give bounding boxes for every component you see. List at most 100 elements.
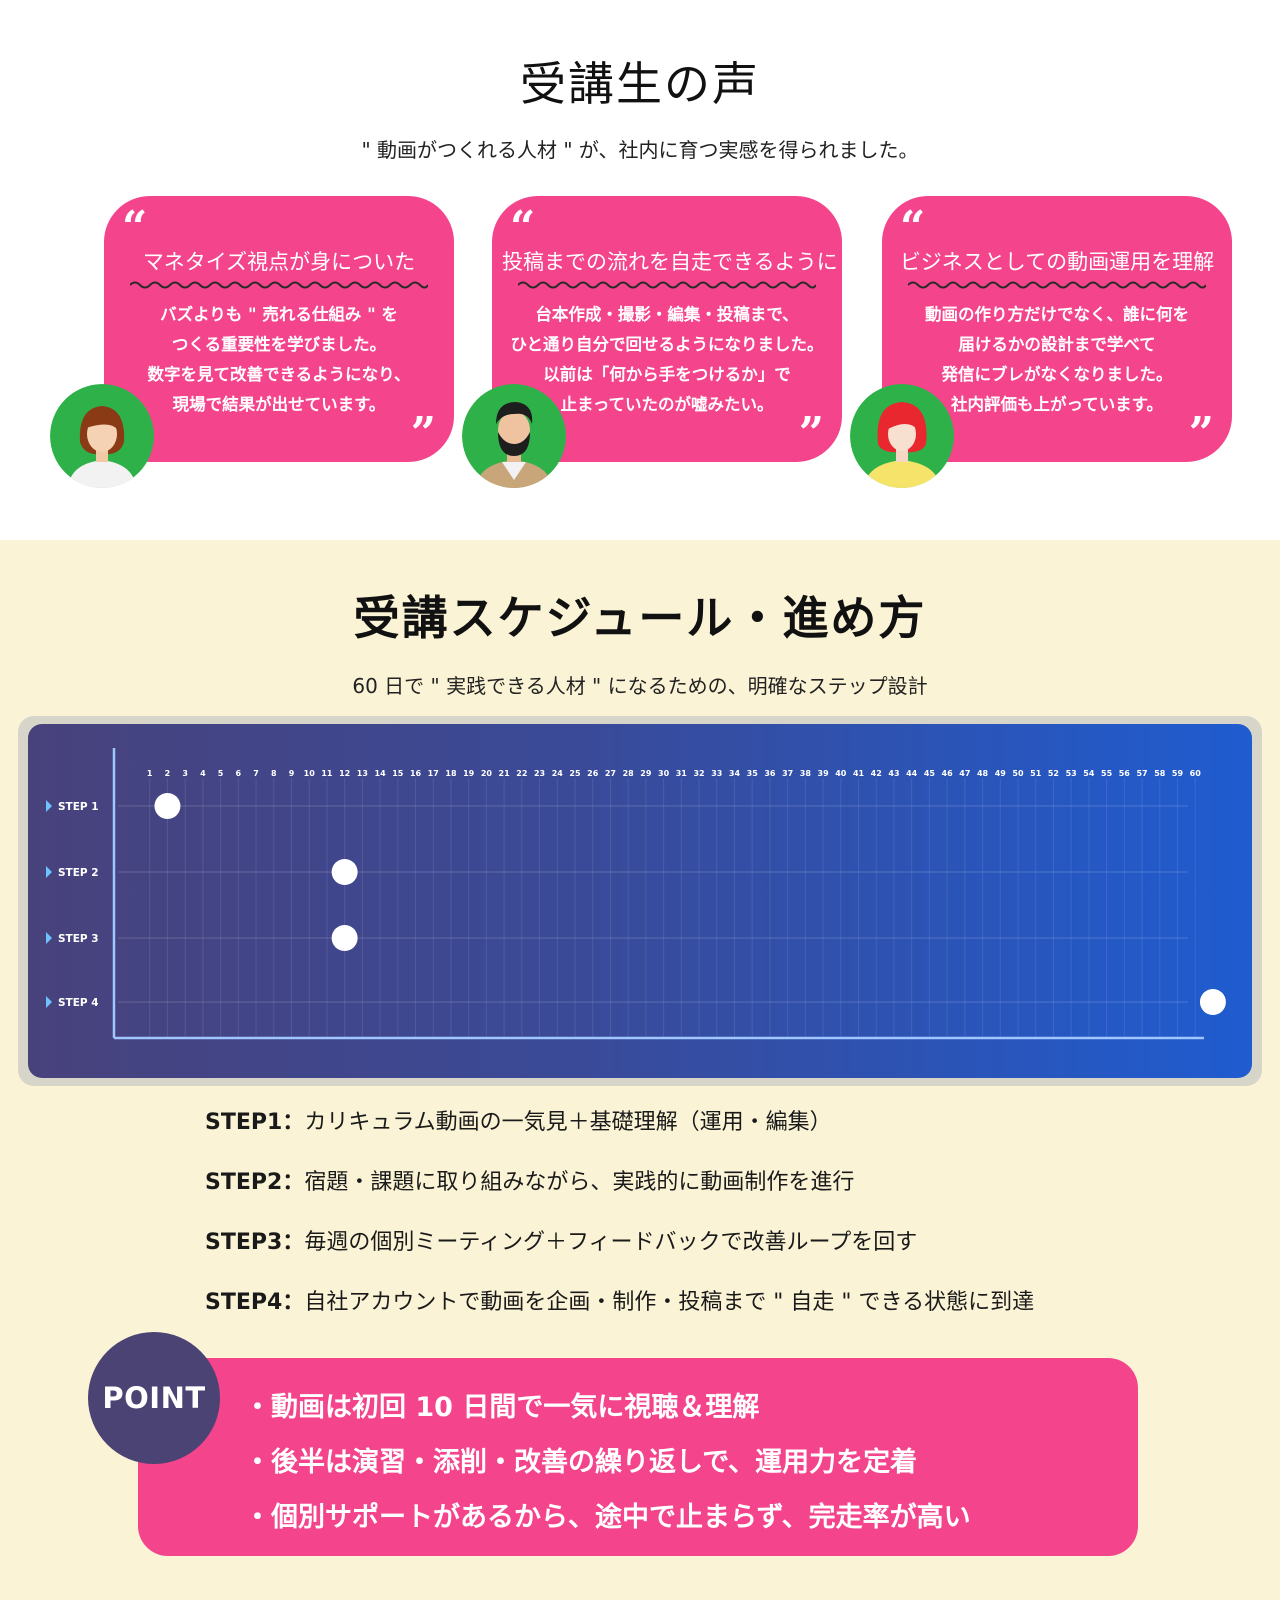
wavy-underline-icon — [518, 281, 816, 289]
testimonial-line: 台本作成・撮影・編集・投稿まで、 — [535, 305, 799, 324]
tick-label: 50 — [1012, 769, 1024, 778]
tick-label: 4 — [200, 769, 206, 778]
testimonial-heading: マネタイズ視点が身についた — [142, 250, 416, 274]
testimonial-line: 現場で結果が出せています。 — [172, 395, 386, 414]
man-beard-icon — [462, 384, 566, 488]
testimonial-card: “ マネタイズ視点が身についた バズよりも " 売れる仕組み " を つくる重要… — [104, 196, 454, 462]
testimonial-line: 動画の作り方だけでなく、誰に何を — [925, 305, 1189, 324]
point-list: ・動画は初回 10 日間で一気に視聴＆理解 ・後半は演習・添削・改善の繰り返しで… — [244, 1380, 971, 1545]
tick-label: 22 — [516, 769, 527, 778]
tick-label: 42 — [871, 769, 882, 778]
point-box: ・動画は初回 10 日間で一気に視聴＆理解 ・後半は演習・添削・改善の繰り返しで… — [138, 1358, 1138, 1556]
play-arrow-icon — [46, 932, 52, 944]
testimonial-line: 止まっていたのが嘘みたい。 — [560, 395, 774, 414]
gantt-start-marker — [331, 859, 358, 885]
tick-label: 24 — [552, 769, 564, 778]
tick-label: 47 — [959, 769, 970, 778]
tick-label: 41 — [853, 769, 865, 778]
tick-label: 17 — [428, 769, 439, 778]
tick-label: 10 — [304, 769, 316, 778]
tick-label: 58 — [1154, 769, 1166, 778]
tick-label: 23 — [534, 769, 545, 778]
tick-label: 40 — [835, 769, 847, 778]
tick-label: 32 — [693, 769, 704, 778]
tick-label: 18 — [445, 769, 457, 778]
point-badge: POINT — [88, 1332, 220, 1464]
testimonial-line: つくる重要性を学びました。 — [171, 335, 387, 354]
testimonials-section: 受講生の声 " 動画がつくれる人材 " が、社内に育つ実感を得られました。 “ … — [0, 0, 1280, 540]
tick-label: 37 — [782, 769, 793, 778]
testimonial-heading: 投稿までの流れを自走できるように — [502, 250, 838, 274]
tick-label: 55 — [1101, 769, 1113, 778]
tick-label: 1 — [147, 769, 153, 778]
woman-red-hair-icon — [850, 384, 954, 488]
step-axis-label: STEP 4 — [58, 997, 99, 1009]
step-text: カリキュラム動画の一気見＋基礎理解（運用・編集） — [304, 1110, 832, 1135]
schedule-subtitle: 60 日で " 実践できる人材 " になるための、明確なステップ設計 — [352, 674, 928, 698]
tick-label: 21 — [499, 769, 511, 778]
close-quote-icon: ” — [410, 408, 436, 459]
tick-label: 11 — [321, 769, 333, 778]
step-axis-label: STEP 2 — [58, 867, 99, 879]
close-quote-icon: ” — [798, 408, 824, 459]
tick-label: 25 — [569, 769, 581, 778]
tick-label: 35 — [747, 769, 759, 778]
tick-label: 54 — [1083, 769, 1095, 778]
gantt-start-marker — [331, 925, 358, 951]
play-arrow-icon — [46, 866, 52, 878]
tick-label: 51 — [1030, 769, 1042, 778]
tick-label: 16 — [410, 769, 422, 778]
gantt-start-marker — [1199, 989, 1226, 1015]
tick-label: 53 — [1066, 769, 1077, 778]
tick-label: 49 — [995, 769, 1007, 778]
tick-label: 48 — [977, 769, 989, 778]
tick-label: 5 — [218, 769, 224, 778]
step-item: STEP2：宿題・課題に取り組みながら、実践的に動画制作を進行 — [205, 1168, 1165, 1228]
open-quote-icon: “ — [900, 202, 926, 253]
gantt-chart-svg: 1 2 3 4 5 6 7 8 9 10 11 12 13 14 15 16 17 18 19 20 21 22 23 24 2… — [46, 748, 1234, 1040]
tick-label: 31 — [676, 769, 688, 778]
step-item: STEP1：カリキュラム動画の一気見＋基礎理解（運用・編集） — [205, 1108, 1165, 1168]
tick-label: 30 — [658, 769, 670, 778]
step-axis-label: STEP 3 — [58, 933, 99, 945]
tick-label: 45 — [924, 769, 936, 778]
tick-label: 13 — [357, 769, 368, 778]
testimonial-body: 動画の作り方だけでなく、誰に何を 届けるかの設計まで学べて 発信にブレがなくなり… — [898, 300, 1216, 420]
point-item: ・動画は初回 10 日間で一気に視聴＆理解 — [244, 1392, 760, 1423]
tick-label: 43 — [888, 769, 899, 778]
woman-brown-hair-icon — [50, 384, 154, 488]
tick-label: 26 — [587, 769, 599, 778]
step-label: STEP2： — [205, 1170, 305, 1195]
tick-label: 38 — [800, 769, 812, 778]
close-quote-icon: ” — [1188, 408, 1214, 459]
testimonials-subtitle: " 動画がつくれる人材 " が、社内に育つ実感を得られました。 — [361, 138, 919, 162]
testimonial-line: 発信にブレがなくなりました。 — [941, 365, 1173, 384]
tick-label: 28 — [623, 769, 635, 778]
schedule-section: 受講スケジュール・進め方 60 日で " 実践できる人材 " になるための、明確… — [0, 540, 1280, 1600]
testimonial-line: 届けるかの設計まで学べて — [958, 335, 1156, 354]
tick-label: 6 — [236, 769, 242, 778]
tick-label: 9 — [289, 769, 295, 778]
step-text: 毎週の個別ミーティング＋フィードバックで改善ループを回す — [304, 1230, 918, 1255]
tick-label: 33 — [711, 769, 722, 778]
tick-label: 7 — [253, 769, 259, 778]
testimonial-line: 数字を見て改善できるようになり、 — [147, 365, 411, 384]
tick-label: 3 — [182, 769, 188, 778]
tick-label: 29 — [640, 769, 652, 778]
step-label: STEP4： — [205, 1290, 305, 1315]
point-item: ・後半は演習・添削・改善の繰り返しで、運用力を定着 — [244, 1447, 918, 1478]
tick-label: 56 — [1119, 769, 1131, 778]
tick-label: 44 — [906, 769, 918, 778]
point-item: ・個別サポートがあるから、途中で止まらず、完走率が高い — [244, 1502, 971, 1533]
testimonial-body: バズよりも " 売れる仕組み " を つくる重要性を学びました。 数字を見て改善… — [120, 300, 438, 420]
testimonial-line: 以前は「何から手をつけるか」で — [543, 365, 791, 384]
tick-label: 20 — [481, 769, 493, 778]
gantt-chart: 1 2 3 4 5 6 7 8 9 10 11 12 13 14 15 16 17 18 19 20 21 22 23 24 2… — [28, 724, 1252, 1078]
tick-label: 36 — [764, 769, 776, 778]
wavy-underline-icon — [130, 281, 428, 289]
tick-label: 27 — [605, 769, 616, 778]
testimonial-body: 台本作成・撮影・編集・投稿まで、 ひと通り自分で回せるようになりました。 以前は… — [508, 300, 826, 420]
tick-label: 8 — [271, 769, 277, 778]
tick-label: 46 — [942, 769, 954, 778]
open-quote-icon: “ — [122, 202, 148, 253]
